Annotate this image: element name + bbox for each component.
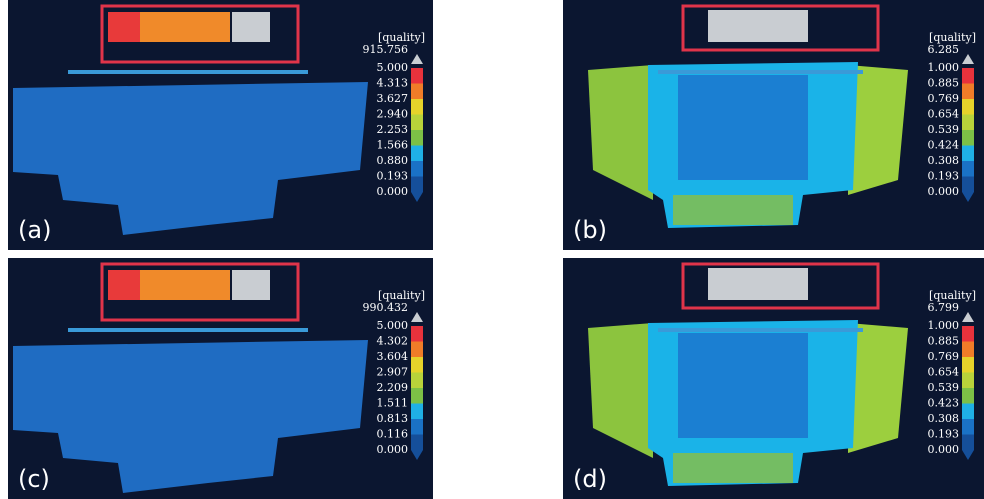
scale-tick-label: 1.511: [377, 397, 409, 410]
figure: [quality]915.7565.0004.3133.6272.9402.25…: [0, 0, 984, 499]
panel: [quality]915.7565.0004.3133.6272.9402.25…: [8, 0, 433, 250]
scale-tick-label: 0.539: [928, 123, 960, 136]
scale-tick-label: 0.193: [928, 170, 960, 183]
scale-tick-label: 0.539: [928, 381, 960, 394]
scale-tick-label: 0.813: [377, 412, 409, 425]
scale-segment: [411, 130, 423, 146]
scale-segment: [962, 161, 974, 177]
scale-tick-label: 0.424: [928, 139, 960, 152]
scale-segment: [411, 115, 423, 131]
scale-segment: [411, 326, 423, 342]
inner-region: [678, 75, 808, 180]
sample-orange: [140, 12, 230, 42]
scale-tick-label: 0.423: [928, 397, 960, 410]
scale-segment: [962, 419, 974, 435]
scale-max: 990.432: [363, 301, 409, 314]
scale-segment: [411, 177, 423, 193]
scale-tick-label: 1.000: [928, 319, 960, 332]
scale-tick-label: 5.000: [377, 319, 409, 332]
scale-tick-label: 0.880: [377, 154, 409, 167]
scale-segment: [962, 435, 974, 451]
scale-tick-label: 3.604: [377, 350, 409, 363]
scale-segment: [962, 373, 974, 389]
scale-max: 915.756: [363, 43, 409, 56]
panel-label: (a): [18, 216, 51, 244]
panel: [quality]990.4325.0004.3023.6042.9072.20…: [8, 258, 433, 499]
scale-tick-label: 0.308: [928, 412, 960, 425]
scale-tick-label: 2.907: [377, 366, 409, 379]
scale-segment: [411, 373, 423, 389]
scale-segment: [411, 404, 423, 420]
scale-tick-label: 4.313: [377, 77, 409, 90]
scale-tick-label: 0.885: [928, 335, 960, 348]
scale-tick-label: 0.769: [928, 92, 960, 105]
panel-label: (b): [573, 216, 607, 244]
inner-region: [678, 333, 808, 438]
scale-tick-label: 1.000: [928, 61, 960, 74]
scale-tick-label: 0.000: [377, 443, 409, 456]
scale-segment: [962, 130, 974, 146]
scale-tick-label: 0.000: [377, 185, 409, 198]
scale-tick-label: 0.000: [928, 185, 960, 198]
scale-tick-label: 1.566: [377, 139, 409, 152]
scale-segment: [962, 177, 974, 193]
scale-max: 6.285: [928, 43, 960, 56]
scale-segment: [962, 326, 974, 342]
scale-tick-label: 0.654: [928, 366, 960, 379]
scale-tick-label: 0.654: [928, 108, 960, 121]
panel-label: (d): [573, 465, 607, 493]
scale-tick-label: 0.193: [928, 428, 960, 441]
bottom-region: [673, 195, 793, 225]
scale-tick-label: 2.940: [377, 108, 409, 121]
scale-segment: [411, 99, 423, 115]
scale-segment: [962, 84, 974, 100]
scale-segment: [411, 357, 423, 373]
scale-tick-label: 4.302: [377, 335, 409, 348]
sample-red: [108, 12, 140, 42]
scale-segment: [411, 84, 423, 100]
scale-segment: [411, 435, 423, 451]
sample-orange: [140, 270, 230, 300]
sample-gray: [232, 270, 270, 300]
scale-segment: [411, 161, 423, 177]
scale-segment: [962, 357, 974, 373]
scale-tick-label: 0.769: [928, 350, 960, 363]
scale-tick-label: 0.193: [377, 170, 409, 183]
panel: [quality]6.7991.0000.8850.7690.6540.5390…: [563, 258, 984, 499]
sample-gray: [708, 268, 808, 300]
sample-red: [108, 270, 140, 300]
scale-tick-label: 0.885: [928, 77, 960, 90]
scale-segment: [411, 68, 423, 84]
panel: [quality]6.2851.0000.8850.7690.6540.5390…: [563, 0, 984, 250]
scale-segment: [962, 115, 974, 131]
scale-tick-label: 5.000: [377, 61, 409, 74]
scale-segment: [962, 404, 974, 420]
panel-label: (c): [18, 465, 50, 493]
scale-segment: [411, 388, 423, 404]
scale-segment: [962, 342, 974, 358]
scale-segment: [411, 342, 423, 358]
scale-segment: [962, 68, 974, 84]
scale-segment: [962, 99, 974, 115]
sample-gray: [232, 12, 270, 42]
scale-tick-label: 0.308: [928, 154, 960, 167]
scale-tick-label: 0.116: [377, 428, 409, 441]
scale-tick-label: 3.627: [377, 92, 409, 105]
scale-segment: [411, 146, 423, 162]
scale-segment: [962, 146, 974, 162]
sample-gray: [708, 10, 808, 42]
bottom-region: [673, 453, 793, 483]
scale-tick-label: 2.253: [377, 123, 409, 136]
scale-segment: [411, 419, 423, 435]
scale-tick-label: 2.209: [377, 381, 409, 394]
scale-tick-label: 0.000: [928, 443, 960, 456]
scale-max: 6.799: [928, 301, 960, 314]
scale-segment: [962, 388, 974, 404]
